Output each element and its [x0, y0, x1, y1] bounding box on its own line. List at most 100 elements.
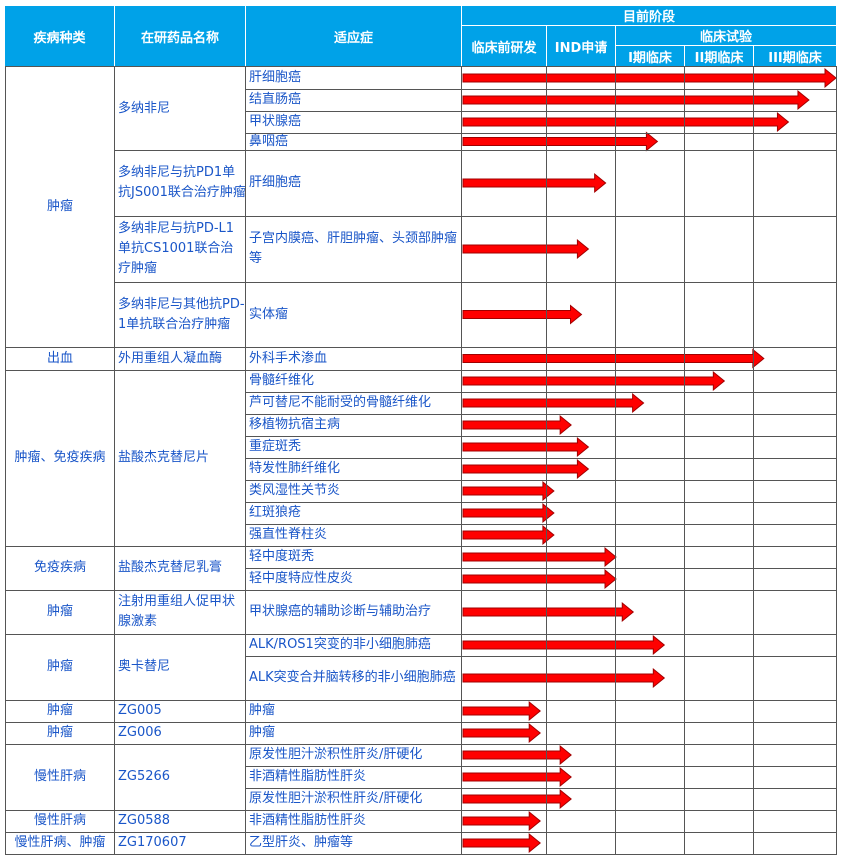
- indication-cell: 特发性肺纤维化: [249, 461, 341, 476]
- disease-type-cell: 肿瘤: [46, 199, 73, 214]
- disease-type-cell: 免疫疾病: [33, 560, 86, 575]
- grid-line: [684, 66, 685, 854]
- header-phase2: II期临床: [685, 46, 753, 66]
- grid-line: [5, 370, 837, 371]
- grid-line: [5, 546, 837, 547]
- indication-cell: 实体瘤: [249, 306, 289, 322]
- grid-line: [5, 347, 837, 348]
- indication-cell: 移植物抗宿主病: [249, 417, 341, 432]
- indication-cell: 肝细胞癌: [249, 70, 302, 85]
- progress-arrow: [462, 810, 541, 832]
- progress-arrow: [462, 238, 590, 260]
- progress-arrow: [462, 502, 555, 524]
- indication-cell: 外科手术渗血: [249, 350, 328, 366]
- progress-arrow: [462, 172, 607, 194]
- grid-line: [245, 133, 837, 134]
- grid-line: [5, 854, 837, 855]
- grid-line: [245, 111, 837, 112]
- grid-line: [245, 414, 837, 415]
- progress-arrow: [462, 89, 810, 111]
- drug-name-cell: 多纳非尼: [118, 100, 171, 116]
- indication-cell: 肿瘤: [249, 725, 276, 740]
- indication-cell: 子宫内膜癌、肝胆肿瘤、头颈部肿瘤等: [249, 231, 458, 266]
- indication-cell: 甲状腺癌: [249, 114, 302, 129]
- drug-name-cell: ZG170607: [118, 835, 187, 850]
- progress-arrow: [462, 744, 572, 766]
- progress-arrow: [462, 480, 555, 502]
- grid-line: [5, 66, 837, 67]
- header-indication: 适应症: [246, 6, 461, 66]
- grid-line: [546, 66, 547, 854]
- indication-cell: 肝细胞癌: [249, 175, 302, 190]
- drug-name-cell: ZG0588: [118, 813, 171, 828]
- drug-name-cell: ZG5266: [118, 769, 171, 784]
- progress-arrow: [462, 458, 590, 480]
- progress-arrow: [462, 788, 572, 810]
- drug-name-cell: ZG005: [118, 703, 162, 718]
- disease-type-cell: 肿瘤、免疫疾病: [14, 450, 106, 465]
- progress-arrow: [462, 568, 617, 590]
- header-ind: IND申请: [547, 26, 615, 66]
- grid-line: [836, 66, 837, 854]
- disease-type-cell: 慢性肝病: [33, 769, 86, 784]
- progress-arrow: [462, 67, 837, 89]
- grid-line: [245, 656, 837, 657]
- header-phase3: III期临床: [754, 46, 836, 66]
- disease-type-cell: 慢性肝病、肿瘤: [14, 835, 106, 850]
- header-phase1: I期临床: [616, 46, 684, 66]
- indication-cell: 鼻咽癌: [249, 133, 289, 149]
- progress-arrow: [462, 667, 666, 689]
- grid-line: [245, 392, 837, 393]
- drug-name-cell: 多纳非尼与抗PD-L1单抗CS1001联合治疗肿瘤: [118, 221, 235, 276]
- indication-cell: 乙型肝炎、肿瘤等: [249, 835, 354, 850]
- indication-cell: 结直肠癌: [249, 92, 302, 107]
- indication-cell: 轻中度斑秃: [249, 549, 315, 564]
- indication-cell: 芦可替尼不能耐受的骨髓纤维化: [249, 395, 432, 410]
- grid-line: [245, 458, 837, 459]
- drug-name-cell: 盐酸杰克替尼乳膏: [118, 560, 223, 575]
- progress-arrow: [462, 524, 555, 546]
- progress-arrow: [462, 370, 726, 392]
- indication-cell: 肿瘤: [249, 703, 276, 718]
- progress-arrow: [462, 601, 635, 623]
- progress-arrow: [462, 436, 590, 458]
- drug-name-cell: 多纳非尼与其他抗PD-1单抗联合治疗肿瘤: [118, 296, 245, 332]
- indication-cell: ALK突变合并脑转移的非小细胞肺癌: [249, 670, 456, 685]
- grid-line: [5, 700, 837, 701]
- progress-arrow: [462, 392, 645, 414]
- disease-type-cell: 肿瘤: [46, 659, 73, 674]
- header-drug-name: 在研药品名称: [115, 6, 245, 66]
- progress-arrow: [462, 304, 583, 325]
- header-preclinical: 临床前研发: [462, 26, 546, 66]
- indication-cell: 原发性胆汁淤积性肝炎/肝硬化: [249, 747, 423, 762]
- progress-arrow: [462, 414, 572, 436]
- disease-type-cell: 肿瘤: [46, 703, 73, 718]
- grid-line: [114, 216, 837, 217]
- grid-line: [5, 66, 6, 854]
- grid-line: [753, 66, 754, 854]
- disease-type-cell: 肿瘤: [46, 604, 73, 619]
- drug-name-cell: 外用重组人凝血酶: [118, 350, 223, 366]
- header-clinical-trial: 临床试验: [616, 26, 836, 45]
- indication-cell: 原发性胆汁淤积性肝炎/肝硬化: [249, 791, 423, 806]
- indication-cell: 非酒精性脂肪性肝炎: [249, 813, 367, 828]
- disease-type-cell: 慢性肝病: [33, 813, 86, 828]
- progress-arrow: [462, 766, 572, 788]
- progress-arrow: [462, 832, 541, 854]
- header-current-stage: 目前阶段: [462, 6, 836, 25]
- grid-line: [5, 590, 837, 591]
- indication-cell: 重症斑秃: [249, 439, 302, 454]
- grid-line: [245, 480, 837, 481]
- grid-line: [245, 524, 837, 525]
- drug-name-cell: 多纳非尼与抗PD1单抗JS001联合治疗肿瘤: [118, 165, 246, 200]
- indication-cell: 甲状腺癌的辅助诊断与辅助治疗: [249, 604, 432, 619]
- grid-line: [5, 810, 837, 811]
- indication-cell: ALK/ROS1突变的非小细胞肺癌: [249, 637, 431, 652]
- drug-name-cell: 盐酸杰克替尼片: [118, 450, 210, 465]
- grid-line: [461, 66, 462, 854]
- indication-cell: 红斑狼疮: [249, 505, 302, 520]
- disease-type-cell: 出血: [46, 350, 73, 366]
- indication-cell: 强直性脊柱炎: [249, 527, 328, 542]
